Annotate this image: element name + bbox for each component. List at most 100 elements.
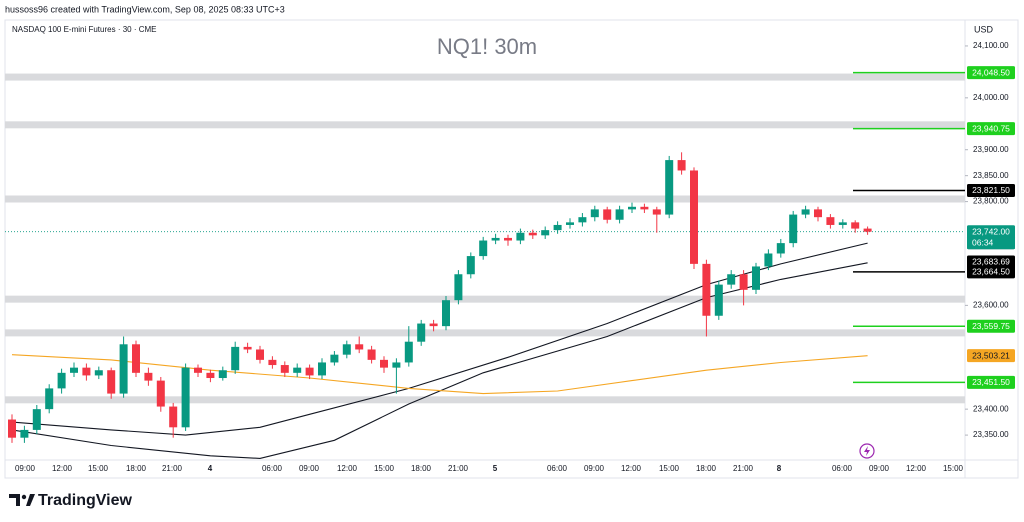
x-tick-label: 12:00: [906, 464, 927, 473]
x-tick-label: 06:00: [832, 464, 853, 473]
candle-body: [218, 370, 227, 379]
candle-body: [169, 406, 178, 428]
candle-body: [541, 230, 550, 236]
brand-name: TradingView: [38, 492, 133, 509]
x-tick-label: 06:00: [547, 464, 568, 473]
x-tick-label: 8: [777, 464, 782, 473]
plot: [5, 73, 965, 459]
candle-body: [330, 354, 339, 363]
chart-title: NQ1! 30m: [437, 34, 537, 59]
price-line-label: 23,451.50: [972, 377, 1010, 387]
candle-body: [504, 237, 512, 241]
price-line-box: [967, 66, 1015, 80]
symbol: NASDAQ 100 E-mini Futures · 30 · CME: [12, 25, 156, 34]
y-tick-label: 23,400.00: [973, 404, 1009, 413]
candle-body: [206, 372, 215, 379]
y-tick-label: 24,000.00: [973, 93, 1009, 102]
x-tick-label: 15:00: [659, 464, 680, 473]
x-tick-label: 18:00: [126, 464, 147, 473]
candle-body: [603, 209, 612, 220]
candle-body: [553, 224, 562, 231]
candle-body: [156, 380, 165, 407]
x-tick-label: 5: [493, 464, 498, 473]
candle-body: [727, 274, 736, 285]
zone: [5, 121, 965, 129]
candle-body: [280, 365, 289, 373]
y-tick-label: 23,900.00: [973, 145, 1009, 154]
x-tick-label: 12:00: [621, 464, 642, 473]
x-tick-label: 09:00: [15, 464, 36, 473]
candle-body: [466, 256, 475, 275]
y-tick-label: 23,800.00: [973, 197, 1009, 206]
candle-body: [578, 217, 587, 223]
candle-body: [20, 429, 29, 438]
candle-body: [479, 240, 488, 257]
candle-body: [528, 232, 537, 236]
countdown: 06:34: [972, 237, 994, 247]
candle-body: [652, 209, 661, 215]
x-tick-label: 4: [208, 464, 213, 473]
candle-body: [404, 341, 413, 363]
moving-average: [11, 354, 868, 395]
candle-body: [367, 349, 376, 360]
candle-body: [739, 274, 748, 290]
price-line-label: 24,048.50: [972, 67, 1010, 77]
y-tick-label: 23,350.00: [973, 430, 1009, 439]
candle-body: [516, 232, 525, 241]
candle-body: [752, 266, 760, 290]
x-tick-label: 18:00: [411, 464, 432, 473]
candle-body: [454, 274, 463, 301]
candle-body: [764, 253, 773, 267]
candle-body: [640, 206, 649, 210]
candle-body: [194, 367, 202, 373]
candle-body: [355, 344, 364, 350]
candle-body: [32, 409, 41, 430]
candle-body: [417, 323, 426, 342]
price-line-label: 23,559.75: [972, 321, 1010, 331]
indicator-box: [967, 349, 1015, 363]
candle-body: [429, 323, 438, 327]
candle-body: [380, 359, 388, 368]
candle-body: [70, 367, 78, 373]
candle-body: [45, 388, 54, 410]
candle-body: [256, 349, 264, 360]
candle-body: [851, 222, 860, 229]
currency: USD: [974, 24, 994, 34]
candle-body: [690, 170, 698, 264]
candle-body: [144, 372, 153, 381]
indicator-label: 23,683.69: [972, 257, 1010, 267]
price-line-label: 23,940.75: [972, 123, 1010, 133]
candle-body: [243, 346, 252, 350]
moving-average: [11, 262, 868, 459]
zone: [5, 195, 965, 203]
candle-body: [293, 367, 302, 373]
price-line-label: 23,664.50: [972, 267, 1010, 277]
candle-body: [789, 214, 798, 244]
candle-body: [863, 228, 872, 232]
attribution: hussoss96 created with TradingView.com, …: [5, 4, 285, 14]
x-tick-label: 06:00: [262, 464, 283, 473]
x-tick-label: 15:00: [88, 464, 109, 473]
x-tick-label: 21:00: [733, 464, 754, 473]
moving-average: [11, 242, 868, 436]
x-tick-label: 12:00: [337, 464, 358, 473]
x-tick-label: 12:00: [52, 464, 73, 473]
candle-body: [491, 237, 500, 241]
y-tick-label: 23,600.00: [973, 300, 1009, 309]
x-tick-label: 09:00: [584, 464, 605, 473]
candle-body: [838, 222, 847, 225]
candle-body: [677, 160, 686, 171]
x-tick-label: 09:00: [869, 464, 890, 473]
candle-body: [82, 367, 91, 376]
x-tick-label: 21:00: [162, 464, 183, 473]
price-line-box: [967, 265, 1015, 279]
price-line-box: [967, 122, 1015, 136]
brand-logo: [9, 494, 35, 506]
candle-body: [814, 209, 822, 218]
price-line-box: [967, 319, 1015, 333]
zone: [5, 295, 965, 303]
candle-body: [318, 362, 326, 376]
candle-body: [826, 217, 835, 225]
candle-body: [702, 263, 711, 316]
